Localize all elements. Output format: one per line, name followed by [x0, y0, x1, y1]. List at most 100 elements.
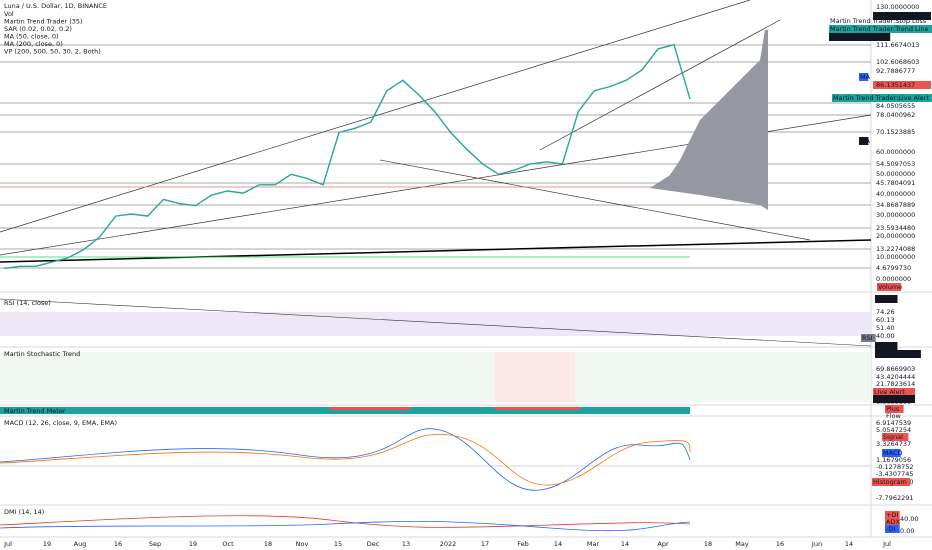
date-label: 14	[554, 540, 562, 548]
pane-label: 1.1679056	[876, 456, 911, 464]
tag-label: Martin Trend Trader:Stop Loss	[830, 17, 927, 25]
indicator-legend: Vol	[4, 10, 14, 18]
pane-label: Live Alert	[874, 395, 905, 403]
pane-title: Martin Trend Meter	[4, 407, 66, 415]
pane-label: 90.84	[876, 295, 895, 303]
pane-label: 74.26	[876, 308, 895, 316]
date-label: Nov	[296, 540, 309, 548]
tag-bg	[829, 25, 932, 33]
price-label: 78.0400962	[876, 111, 915, 119]
date-label: 16	[114, 540, 122, 548]
date-label: Apr	[657, 540, 669, 548]
pane-tag-bg	[872, 478, 911, 486]
date-label: 15	[334, 540, 342, 548]
pane-tag-bg	[875, 342, 898, 350]
pane-tag-bg	[885, 525, 900, 533]
symbol-title: Luna / U.S. Dollar, 1D, BINANCE	[4, 2, 107, 10]
date-label: 13	[402, 540, 410, 548]
pane-label: 100.6844836	[876, 350, 919, 358]
pane-label: 40.00	[900, 515, 919, 523]
price-label: 4.6799730	[876, 264, 911, 272]
tag-label: MA	[860, 73, 871, 81]
price-label: 60.0000000	[876, 148, 915, 156]
date-label: Jul	[882, 540, 891, 548]
stoch-band	[495, 352, 575, 402]
rsi-trend-line	[0, 298, 872, 347]
pane-label: 21.7823614	[876, 380, 915, 388]
tag-label: Martin Trend Trader:Trend Line	[830, 25, 929, 33]
dmi-line	[0, 520, 691, 532]
pane-label: 60.13	[876, 316, 895, 324]
indicator-legend: SAR (0.02, 0.02, 0.2)	[4, 25, 72, 33]
indicator-legend: MA (200, close, 0)	[4, 40, 63, 48]
tag-label: MA	[860, 137, 871, 145]
date-label: 18	[264, 540, 272, 548]
date-label: Jul	[3, 540, 12, 548]
price-label: 45.7804091	[876, 179, 915, 187]
tag-bg	[832, 94, 932, 102]
date-label: 16	[776, 540, 784, 548]
price-label: 30.0000000	[876, 211, 915, 219]
pane-tag-bg	[875, 350, 921, 358]
price-label: 111.6674013	[876, 41, 919, 49]
price-label: 0.0000000	[876, 275, 911, 283]
price-label: 70.1523885	[876, 128, 915, 136]
pane-label: Signal	[883, 433, 903, 441]
pane-tag-bg	[882, 449, 901, 457]
price-label: 102.6068603	[876, 58, 919, 66]
volume-profile	[650, 30, 768, 210]
ma-200	[0, 239, 872, 263]
date-label: 14	[621, 540, 629, 548]
pane-label: -3.4307745	[876, 470, 914, 478]
pane-label: Flow	[886, 412, 902, 420]
dmi-line	[0, 515, 691, 528]
pane-label: 6.9147539	[876, 419, 911, 427]
pane-label: 0.00	[900, 527, 914, 535]
price-label: 54.5097053	[876, 160, 915, 168]
pane-label: -0.1278752	[876, 463, 914, 471]
macd-line	[0, 428, 691, 491]
pane-label: 5.0547254	[876, 426, 911, 434]
price-label: 92.7886777	[876, 67, 915, 75]
date-label: Sep	[149, 540, 161, 548]
date-label: Mar	[587, 540, 600, 548]
date-label: 2022	[440, 540, 457, 548]
indicator-legend: VP (200, 500, 50, 30, 2, Both)	[4, 48, 101, 56]
pane-tag-bg	[875, 295, 898, 303]
price-label: 23.5934480	[876, 224, 915, 232]
tag-bg	[859, 137, 869, 145]
tag-bg	[859, 73, 869, 81]
date-label: May	[735, 540, 749, 548]
price-label: 119.7690986	[876, 12, 919, 20]
date-label: 19	[43, 540, 51, 548]
pane-tag-bg	[873, 388, 915, 396]
trend-meter	[0, 407, 690, 414]
pane-label: 26.17	[876, 342, 895, 350]
pane-label: Plus	[886, 405, 900, 413]
trend-meter-red	[330, 407, 410, 410]
pane-label: 43.4204444	[876, 373, 915, 381]
price-tag-bg	[873, 12, 931, 20]
signal-line	[0, 433, 691, 486]
pane-label: MACD	[883, 449, 902, 457]
pane-label: -DI	[886, 525, 895, 533]
pane-label: 51.40	[876, 324, 895, 332]
pane-label: 0.0000000	[876, 398, 911, 406]
date-label: Jun	[811, 540, 822, 548]
date-label: 17	[481, 540, 489, 548]
price-label: 50.0000000	[876, 170, 915, 178]
stoch-band	[0, 352, 871, 402]
date-label: Feb	[517, 540, 529, 548]
tag-label: Volume	[878, 283, 902, 291]
pane-tag-bg	[885, 511, 900, 519]
rsi-band	[0, 312, 871, 336]
pane-title: MACD (12, 26, close, 9, EMA, EMA)	[4, 419, 117, 427]
date-label: Dec	[367, 540, 380, 548]
date-label: 18	[704, 540, 712, 548]
price-label: 84.0505655	[876, 102, 915, 110]
pane-tag-bg	[882, 433, 909, 441]
pane-label: RSI	[862, 334, 873, 342]
price-label: 86.1351437	[876, 81, 915, 89]
